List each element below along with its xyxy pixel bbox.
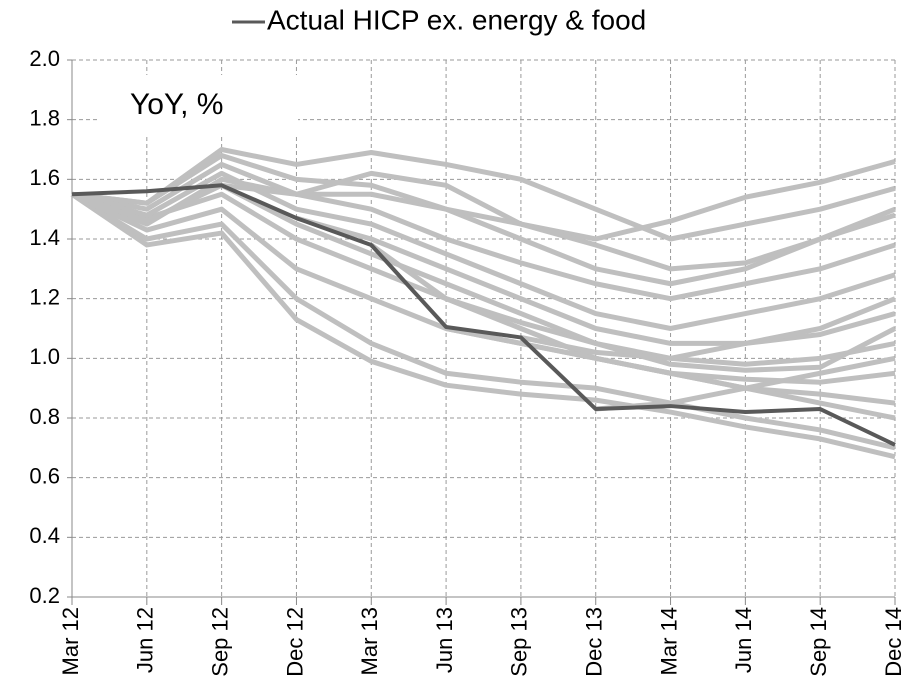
y-tick-label: 0.2 [29,583,60,608]
forecast-line [71,147,896,242]
forecast-line [70,192,896,460]
y-tick-label: 1.2 [29,284,60,309]
x-tick-label: Dec 12 [282,607,307,677]
x-tick-label: Sep 13 [507,607,532,677]
x-tick-label: Mar 14 [656,607,681,675]
y-tick-label: 1.0 [29,344,60,369]
actual-line [71,183,896,447]
forecast-line [520,296,896,361]
y-tick-label: 1.4 [29,225,60,250]
annotation: YoY, % [130,88,223,121]
y-tick-label: 0.4 [29,523,60,548]
x-tick-label: Sep 14 [806,607,831,677]
forecast-line [71,152,896,272]
forecast-line [71,161,896,302]
forecast-line [295,215,896,346]
forecast-line [71,191,896,367]
forecast-line [71,170,896,331]
y-tick-label: 2.0 [29,46,60,71]
forecast-line [71,182,897,373]
annotation-box [98,75,298,135]
x-tick-label: Jun 14 [731,607,756,673]
y-tick-label: 1.8 [29,105,60,130]
forecast-line [70,192,896,451]
x-tick-label: Jun 12 [133,607,158,673]
y-tick-label: 0.6 [29,463,60,488]
x-tick-label: Dec 14 [881,607,906,677]
x-tick-label: Mar 12 [58,607,83,675]
x-tick-label: Jun 13 [432,607,457,673]
x-tick-label: Mar 13 [357,607,382,675]
legend-label: Actual HICP ex. energy & food [267,4,646,35]
plot-area: 0.2 0.4 0.6 0.8 1.0 1.2 1.4 1.6 1.8 2.0 Mar 12 Jun … [29,46,905,677]
y-tick-label: 1.6 [29,165,60,190]
forecast-line [445,326,896,421]
x-tick-label: Sep 12 [207,607,232,677]
y-tick-label: 0.8 [29,404,60,429]
forecast-line [221,182,896,287]
x-tick-label: Dec 13 [582,607,607,677]
forecast-line [369,242,896,385]
